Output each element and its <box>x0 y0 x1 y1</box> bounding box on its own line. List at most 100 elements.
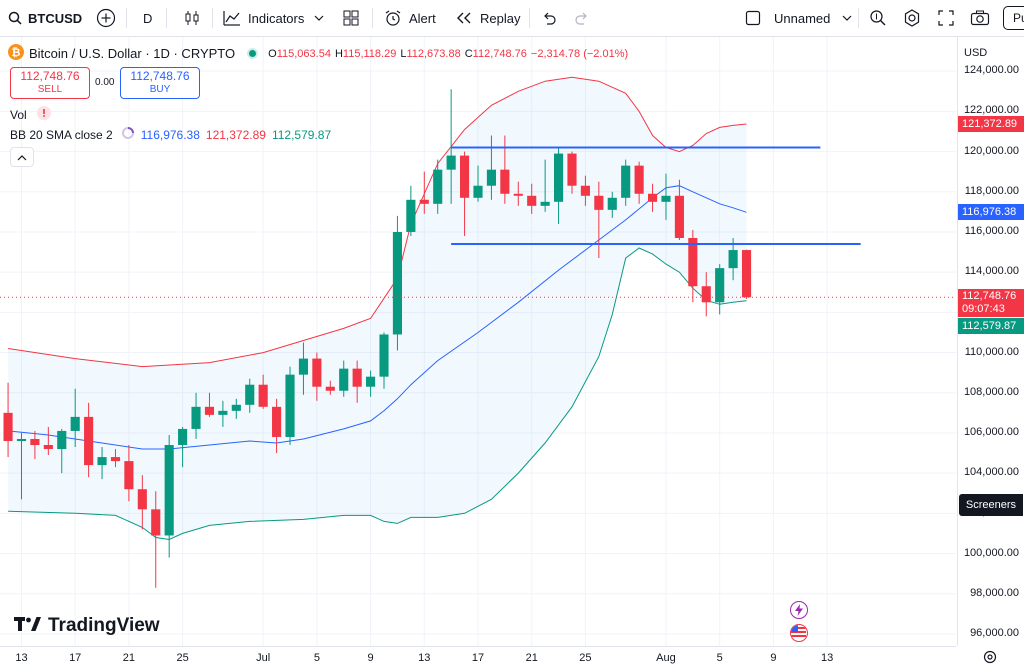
time-tick-label: 5 <box>313 652 320 664</box>
fullscreen-button[interactable] <box>937 0 955 36</box>
publish-button[interactable]: Pu <box>1003 0 1024 36</box>
settings-button[interactable] <box>903 0 921 36</box>
replay-button[interactable]: Replay <box>455 0 520 36</box>
candle-body <box>110 457 121 462</box>
lightning-event-icon[interactable] <box>790 601 808 619</box>
chart-pane[interactable]: ₿ Bitcoin / U.S. Dollar · 1D · CRYPTO O … <box>0 37 956 646</box>
candle-body <box>567 153 577 186</box>
candle-body <box>164 445 174 536</box>
change-value: −2,314.78 (−2.01%) <box>530 47 629 60</box>
bollinger-upper-value: 121,372.89 <box>205 127 266 142</box>
bollinger-basis-value: 116,976.38 <box>140 127 200 142</box>
candle-body <box>607 197 617 210</box>
alert-button[interactable]: Alert <box>384 0 436 36</box>
volume-label: Vol <box>10 107 27 122</box>
alarm-clock-icon <box>384 9 402 27</box>
time-tick-label: 9 <box>770 652 777 664</box>
candle-body <box>258 384 268 407</box>
redo-button[interactable] <box>574 0 590 36</box>
candle <box>204 392 215 417</box>
indicators-button[interactable]: Indicators <box>223 0 324 36</box>
undo-icon <box>541 11 557 25</box>
bollinger-legend[interactable]: BB 20 SMA close 2 116,976.38 121,372.89 … <box>10 126 331 143</box>
publish-label: Pu <box>1013 11 1024 25</box>
bollinger-basis-line <box>8 185 747 450</box>
undo-button[interactable] <box>541 0 557 36</box>
candle <box>352 360 362 403</box>
candle-body <box>379 334 389 377</box>
candle <box>741 249 752 299</box>
symbol-title: Bitcoin / U.S. Dollar · 1D · CRYPTO <box>29 46 236 61</box>
candle <box>70 388 80 448</box>
currency-label[interactable]: USD <box>964 47 988 59</box>
bollinger-lower-line <box>8 247 747 541</box>
snapshot-button[interactable] <box>970 0 990 36</box>
close-value: 112,748.76 <box>472 47 527 60</box>
candle-body <box>594 195 604 210</box>
price-tick-label: 124,000.00 <box>963 64 1019 77</box>
candle-body <box>647 193 658 202</box>
candle-body <box>674 195 684 238</box>
templates-button[interactable] <box>342 0 360 36</box>
candle <box>258 374 268 409</box>
alert-label: Alert <box>409 10 436 26</box>
candle <box>379 332 389 389</box>
candle-body <box>688 237 698 287</box>
candle-body <box>298 358 309 375</box>
time-axis-settings-button[interactable] <box>982 649 998 665</box>
buy-button[interactable]: 112,748.76 BUY <box>120 67 200 99</box>
candle-body <box>218 410 228 415</box>
price-tick-label: 110,000.00 <box>964 345 1019 358</box>
symbol-search[interactable]: BTCUSD <box>8 0 82 36</box>
symbol-label: BTCUSD <box>28 10 83 26</box>
price-axis[interactable]: USD 124,000.00 122,000.00 120,000.00 118,00… <box>957 37 1024 646</box>
candle-body <box>580 185 590 196</box>
candle <box>567 151 577 194</box>
layout-button[interactable]: Unnamed <box>745 0 852 36</box>
bb-upper-tag-text: 121,372.89 <box>962 118 1018 131</box>
price-chart[interactable] <box>0 37 956 646</box>
replay-label: Replay <box>480 10 521 26</box>
us-flag-event-icon[interactable] <box>790 624 808 642</box>
candle-body <box>553 153 564 202</box>
candle <box>191 392 201 439</box>
price-tick-label: 120,000.00 <box>963 144 1019 157</box>
chart-type-button[interactable] <box>183 0 201 36</box>
compare-symbol-button[interactable] <box>96 0 116 36</box>
low-label: L <box>400 47 407 60</box>
interval-button[interactable]: D <box>143 0 152 36</box>
candle-body <box>245 384 255 405</box>
time-tick-label: 13 <box>418 652 431 664</box>
sell-button[interactable]: 112,748.76 SELL <box>10 67 90 99</box>
candle <box>513 181 523 206</box>
candle <box>339 360 349 397</box>
layout-name: Unnamed <box>774 10 831 26</box>
spread-value: 0.00 <box>95 77 115 88</box>
screeners-button[interactable]: Screeners <box>959 494 1023 516</box>
sell-label: SELL <box>37 84 63 95</box>
volume-legend[interactable]: Vol <box>10 106 51 123</box>
time-tick-label: 25 <box>579 652 592 664</box>
candle <box>607 191 617 218</box>
tradingview-logo-icon <box>14 616 42 637</box>
time-axis[interactable]: 13 17 21 25 Jul 5 9 13 17 21 25 Aug 5 9 13 <box>0 646 956 670</box>
candle <box>473 165 483 202</box>
candle <box>151 491 161 588</box>
candle-body <box>3 412 13 441</box>
candle <box>701 272 711 317</box>
candle-body <box>124 461 134 490</box>
candle-body <box>231 404 241 411</box>
candle <box>460 151 470 236</box>
quick-search-button[interactable] <box>869 0 887 36</box>
candle <box>325 380 335 395</box>
high-label: H <box>334 47 343 60</box>
collapse-legend-button[interactable] <box>10 147 34 167</box>
time-tick-label: 21 <box>525 652 538 664</box>
candle <box>298 342 309 395</box>
candle-body <box>272 406 282 437</box>
time-tick-label: 25 <box>176 652 189 664</box>
candle-body <box>540 201 550 206</box>
bar-countdown-text: 09:07:43 <box>962 303 1005 316</box>
candle <box>178 426 188 468</box>
camera-icon <box>970 10 990 26</box>
